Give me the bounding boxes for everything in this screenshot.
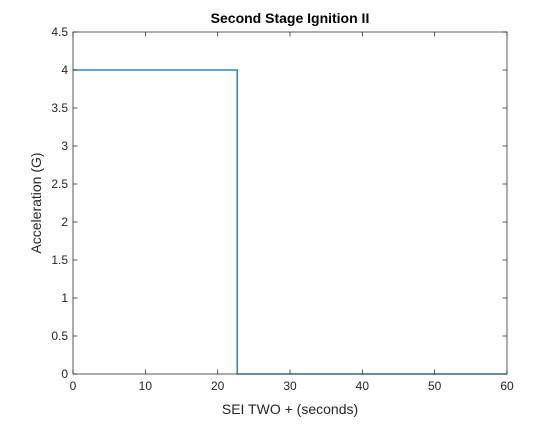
y-tick-label: 4 bbox=[61, 63, 68, 77]
x-tick-label: 20 bbox=[211, 379, 225, 393]
y-tick-label: 3.5 bbox=[51, 101, 68, 115]
axes-box bbox=[72, 31, 508, 375]
y-tick-label: 2 bbox=[61, 215, 68, 229]
y-tick-label: 0.5 bbox=[51, 329, 68, 343]
y-tick-label: 1.5 bbox=[51, 253, 68, 267]
x-tick-label: 50 bbox=[428, 379, 442, 393]
x-tick-label: 10 bbox=[139, 379, 153, 393]
x-tick-label: 60 bbox=[500, 379, 514, 393]
plot-area bbox=[73, 32, 507, 374]
y-tick-label: 2.5 bbox=[51, 177, 68, 191]
y-tick-label: 4.5 bbox=[51, 25, 68, 39]
y-tick-label: 3 bbox=[61, 139, 68, 153]
y-axis-label: Acceleration (G) bbox=[28, 152, 44, 253]
y-tick-label: 0 bbox=[61, 367, 68, 381]
x-tick-label: 40 bbox=[356, 379, 370, 393]
x-axis-label: SEI TWO + (seconds) bbox=[222, 401, 358, 417]
x-tick-label: 0 bbox=[70, 379, 77, 393]
chart-title: Second Stage Ignition II bbox=[211, 10, 370, 26]
y-tick-label: 1 bbox=[61, 291, 68, 305]
x-tick-label: 30 bbox=[283, 379, 297, 393]
